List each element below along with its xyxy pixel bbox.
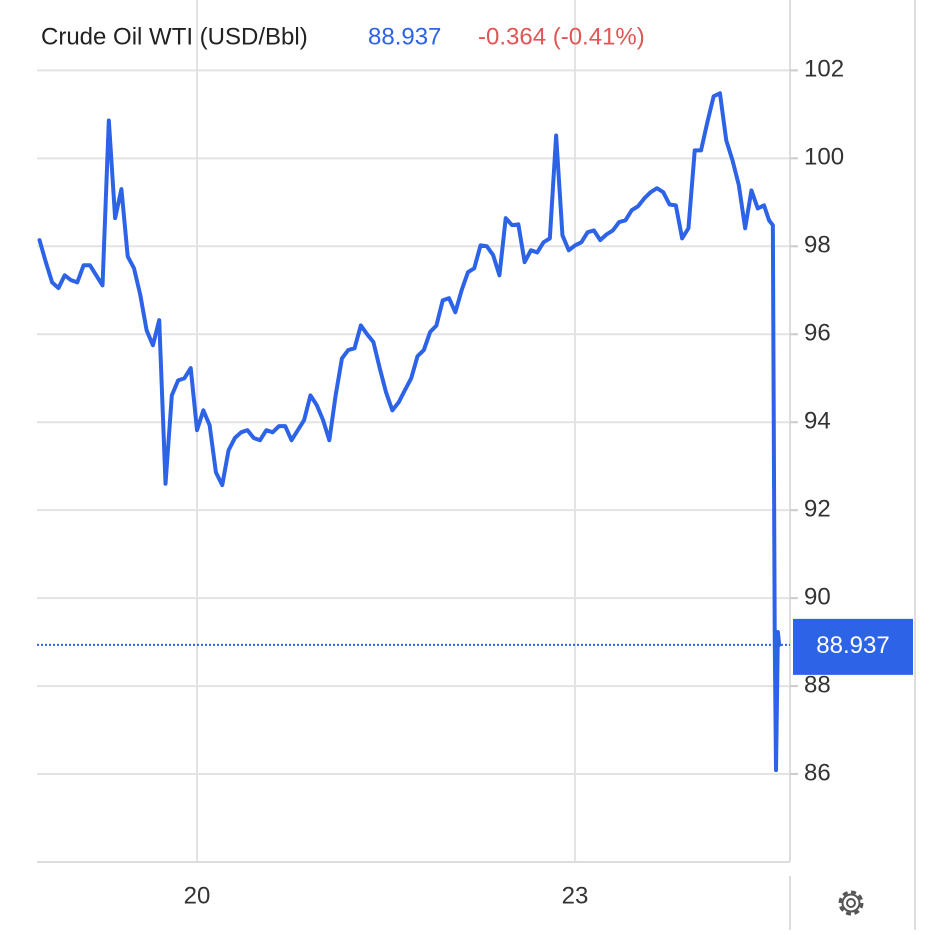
y-tick-label: 90 xyxy=(804,583,831,610)
settings-icon[interactable] xyxy=(838,890,864,916)
y-tick-label: 100 xyxy=(804,144,844,171)
y-tick-label: 88 xyxy=(804,671,831,698)
header-change: -0.364 (-0.41%) xyxy=(478,23,645,50)
y-tick-label: 94 xyxy=(804,408,831,435)
y-tick-label: 92 xyxy=(804,496,831,523)
last-price-badge xyxy=(793,618,913,675)
price-line xyxy=(37,91,782,773)
header-price: 88.937 xyxy=(368,23,441,50)
y-tick-label: 96 xyxy=(804,320,831,347)
last-price-label: 88.937 xyxy=(816,632,889,659)
y-tick-label: 86 xyxy=(804,759,831,786)
x-tick-label: 20 xyxy=(184,882,211,909)
chart-title: Crude Oil WTI (USD/Bbl) xyxy=(41,23,308,50)
x-tick-label: 23 xyxy=(562,882,589,909)
y-tick-label: 98 xyxy=(804,232,831,259)
grid xyxy=(37,0,790,862)
y-tick-label: 102 xyxy=(804,56,844,83)
